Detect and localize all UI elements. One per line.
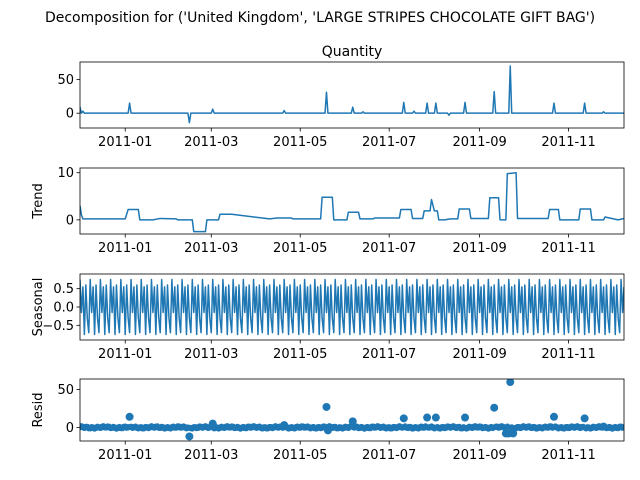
trend-xtick-label: 2011-09: [452, 241, 506, 256]
resid-ytick-label: 0: [66, 421, 74, 436]
seasonal-ytick-label: 0.0: [53, 301, 74, 316]
seasonal-ytick-label: −0.5: [42, 319, 74, 334]
resid-point: [599, 422, 608, 431]
seasonal-xtick-label: 2011-05: [273, 347, 327, 362]
panel-trend: 0 10 2011-01 2011-03 2011-05 2011-07 2011-09 20…: [31, 166, 625, 256]
seasonal-ylabel: Seasonal: [31, 278, 46, 337]
observed-xtick-label: 2011-11: [541, 135, 595, 150]
observed-xtick-label: 2011-09: [452, 135, 506, 150]
resid-ylabel: Resid: [31, 392, 46, 427]
resid-point: [431, 413, 440, 422]
resid-xtick-label: 2011-11: [541, 448, 595, 463]
observed-title: Quantity: [322, 44, 383, 60]
trend-xtick-label: 2011-07: [362, 241, 416, 256]
observed-xtick-label: 2011-03: [184, 135, 238, 150]
observed-ytick-label: 50: [57, 73, 74, 88]
seasonal-xtick-label: 2011-03: [184, 347, 238, 362]
resid-point: [280, 421, 289, 430]
seasonal-xtick-label: 2011-07: [362, 347, 416, 362]
resid-point: [509, 429, 518, 438]
seasonal-xtick-label: 2011-09: [452, 347, 506, 362]
trend-ytick-label: 10: [57, 166, 74, 181]
resid-point: [580, 414, 589, 423]
observed-ytick-label: 0: [66, 107, 74, 122]
panels: 0 50 2011-01 2011-03 2011-05 2011-07 2011-09 20…: [31, 44, 625, 463]
resid-point: [399, 414, 408, 423]
resid-xtick-label: 2011-09: [452, 448, 506, 463]
seasonal-line: [80, 278, 624, 336]
observed-series: [80, 65, 624, 124]
seasonal-ytick-label: 0.5: [53, 282, 74, 297]
resid-point: [620, 424, 624, 431]
resid-point: [461, 413, 470, 422]
trend-xtick-label: 2011-11: [541, 241, 595, 256]
resid-axes-frame: [79, 378, 625, 442]
resid-xtick-label: 2011-07: [362, 448, 416, 463]
resid-ytick-label: 50: [57, 383, 74, 398]
resid-xtick-label: 2011-03: [184, 448, 238, 463]
trend-ytick-label: 0: [66, 213, 74, 228]
resid-point: [506, 379, 515, 387]
panel-observed: 0 50 2011-01 2011-03 2011-05 2011-07 2011-09 20…: [57, 44, 625, 150]
observed-xtick-label: 2011-01: [98, 135, 152, 150]
seasonal-series: [80, 278, 624, 336]
trend-line: [80, 171, 624, 233]
resid-point: [125, 412, 134, 421]
seasonal-xtick-label: 2011-11: [541, 347, 595, 362]
observed-xtick-label: 2011-05: [273, 135, 327, 150]
trend-xtick-label: 2011-03: [184, 241, 238, 256]
figure-suptitle: Decomposition for ('United Kingdom', 'LA…: [45, 10, 595, 26]
trend-xtick-label: 2011-05: [273, 241, 327, 256]
observed-axes-frame: [79, 61, 625, 129]
observed-xtick-label: 2011-07: [362, 135, 416, 150]
trend-xtick-label: 2011-01: [98, 241, 152, 256]
observed-line: [80, 65, 624, 124]
trend-ylabel: Trend: [31, 183, 46, 220]
resid-point: [423, 413, 432, 422]
resid-point: [208, 419, 217, 428]
resid-xtick-label: 2011-01: [98, 448, 152, 463]
resid-point: [322, 402, 331, 411]
trend-series: [80, 171, 624, 233]
resid-point: [185, 432, 194, 441]
resid-point: [549, 412, 558, 421]
resid-xtick-label: 2011-05: [273, 448, 327, 463]
resid-point: [348, 417, 357, 426]
resid-point: [323, 426, 332, 435]
seasonal-xtick-label: 2011-01: [98, 347, 152, 362]
panel-resid: 0 50 2011-01 2011-03 2011-05 2011-07 2011-09 20…: [31, 378, 625, 463]
resid-series: [80, 379, 624, 441]
trend-axes-frame: [79, 167, 625, 235]
panel-seasonal: −0.5 0.0 0.5 2011-01 2011-03 2011-05 2011-07 20…: [31, 273, 625, 362]
resid-point: [490, 403, 499, 412]
